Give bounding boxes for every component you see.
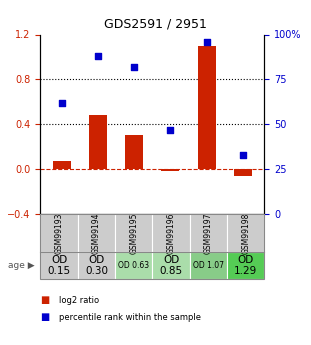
Bar xyxy=(161,169,179,171)
Text: log2 ratio: log2 ratio xyxy=(59,296,99,305)
Bar xyxy=(234,169,252,176)
Point xyxy=(240,152,245,157)
Text: GSM99198: GSM99198 xyxy=(241,212,250,254)
Bar xyxy=(125,136,143,169)
Text: ■: ■ xyxy=(40,295,50,305)
Bar xyxy=(197,46,216,169)
Text: GSM99196: GSM99196 xyxy=(167,212,175,254)
Bar xyxy=(89,115,107,169)
Text: OD 0.63: OD 0.63 xyxy=(118,261,149,270)
Point xyxy=(132,64,137,70)
Point xyxy=(60,100,65,106)
Text: GSM99197: GSM99197 xyxy=(204,212,213,254)
Text: percentile rank within the sample: percentile rank within the sample xyxy=(59,313,201,322)
Text: GSM99193: GSM99193 xyxy=(55,212,63,254)
Point xyxy=(96,53,101,59)
Text: OD
0.30: OD 0.30 xyxy=(85,255,108,276)
Point xyxy=(168,127,173,132)
Text: age ▶: age ▶ xyxy=(7,261,34,270)
Text: GDS2591 / 2951: GDS2591 / 2951 xyxy=(104,17,207,30)
Text: ■: ■ xyxy=(40,313,50,322)
Point xyxy=(204,39,209,45)
Text: OD
0.85: OD 0.85 xyxy=(160,255,183,276)
Text: GSM99195: GSM99195 xyxy=(129,212,138,254)
Text: OD 1.07: OD 1.07 xyxy=(193,261,224,270)
Text: OD
0.15: OD 0.15 xyxy=(48,255,71,276)
Text: OD
1.29: OD 1.29 xyxy=(234,255,257,276)
Bar xyxy=(53,161,71,169)
Text: GSM99194: GSM99194 xyxy=(92,212,101,254)
